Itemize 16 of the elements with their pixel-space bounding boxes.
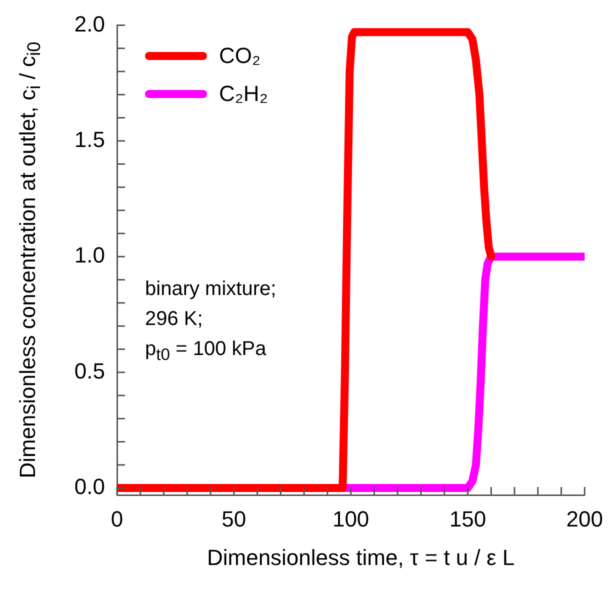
legend-label: CO₂ <box>219 43 261 70</box>
y-tick-label: 2.0 <box>74 11 105 36</box>
x-tick-label: 200 <box>566 506 604 532</box>
legend-label: C₂H₂ <box>219 81 268 108</box>
y-tick-label: 1.0 <box>74 242 105 268</box>
x-axis-title: Dimensionless time, τ = t u / ε L <box>206 545 515 571</box>
y-tick-label: 1.5 <box>74 126 105 152</box>
annotation: binary mixture; <box>145 277 276 302</box>
x-tick-label: 50 <box>222 506 246 532</box>
y-tick-label: 0.0 <box>74 474 105 500</box>
annotation: 296 K; <box>145 307 204 332</box>
annotation: p$_{t0}$ = 100 kPa <box>145 337 268 366</box>
x-tick-label: 0 <box>110 506 124 532</box>
x-tick-label: 150 <box>449 506 486 532</box>
y-tick-label: 0.5 <box>74 358 105 384</box>
x-tick-label: 100 <box>332 506 370 532</box>
